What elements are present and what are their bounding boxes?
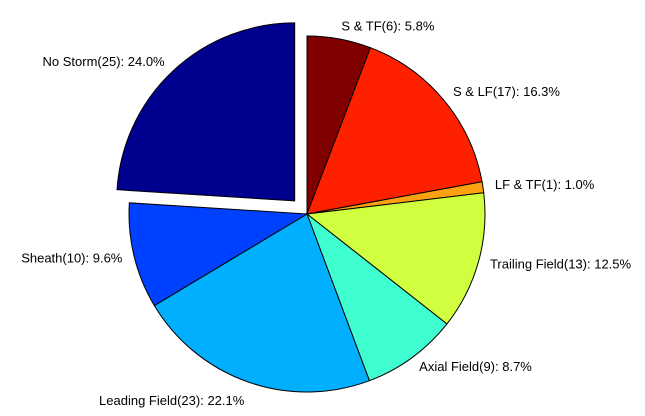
pie-slice (305, 212, 448, 382)
slice-label: S & LF(17): 16.3% (453, 84, 560, 99)
pie-slice (306, 47, 483, 215)
slice-label: Trailing Field(13): 12.5% (490, 257, 632, 272)
pie-slice (153, 213, 371, 393)
slice-label: S & TF(6): 5.8% (341, 19, 434, 34)
slice-label: No Storm(25): 24.0% (43, 54, 166, 69)
slice-label: Axial Field(9): 8.7% (419, 359, 532, 374)
pie-slice (128, 202, 309, 307)
slice-label: Sheath(10): 9.6% (21, 250, 123, 265)
pie-slice (116, 22, 296, 202)
slice-label: LF & TF(1): 1.0% (495, 177, 595, 192)
slice-label: Leading Field(23): 22.1% (99, 393, 245, 408)
pie-slice (305, 192, 486, 325)
